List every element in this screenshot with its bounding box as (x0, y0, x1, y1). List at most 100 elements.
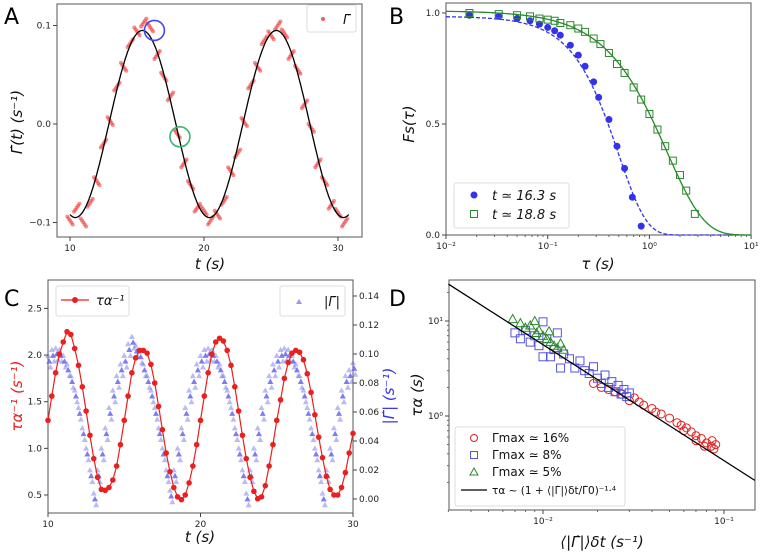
y-tick-label: 0.0 (37, 120, 52, 130)
data-point (590, 78, 598, 86)
data-point (231, 173, 236, 178)
data-point (338, 484, 345, 491)
data-point (345, 216, 350, 221)
data-point (66, 372, 73, 379)
data-point (113, 372, 120, 379)
data-point (297, 378, 304, 384)
data-point (157, 49, 162, 54)
legend-marker-dot (321, 17, 325, 21)
data-point (330, 424, 337, 431)
data-point (168, 493, 175, 499)
data-point (184, 416, 191, 422)
data-point (544, 23, 552, 31)
data-point (465, 9, 474, 17)
data-point (71, 387, 78, 393)
data-point (128, 333, 135, 339)
data-point (198, 358, 205, 364)
data-point (147, 387, 154, 393)
data-point (520, 322, 531, 332)
data-point (47, 364, 54, 370)
data-point (300, 387, 307, 393)
data-point (220, 372, 227, 379)
data-point (304, 404, 311, 411)
data-point (106, 484, 112, 491)
legend-label: τα⁻¹ (96, 294, 124, 309)
data-point (189, 372, 196, 379)
data-point (125, 393, 131, 399)
data-point (230, 416, 237, 422)
data-point (75, 404, 82, 411)
legend-marker-square (470, 210, 478, 218)
data-point (180, 436, 187, 442)
data-point (556, 18, 565, 27)
data-point (45, 417, 51, 424)
y-tick-label: 0.5 (426, 120, 440, 130)
data-point (201, 346, 208, 353)
panel-c-ylabel-left: τα⁻¹ (s⁻¹) (8, 360, 26, 431)
y-tick-label: 10⁰ (428, 412, 443, 422)
legend-label: |Γ̇| (324, 295, 340, 310)
data-point (90, 196, 95, 201)
data-point (581, 62, 589, 70)
data-point (341, 398, 348, 405)
data-point (114, 378, 121, 384)
data-point (347, 372, 354, 379)
data-point (545, 336, 556, 347)
data-point (97, 183, 102, 188)
data-point (556, 31, 564, 39)
data-point (305, 98, 310, 103)
data-point (240, 472, 247, 479)
data-point (70, 222, 75, 227)
data-point (320, 496, 327, 502)
data-point (158, 436, 165, 442)
data-point (129, 369, 135, 376)
x-tick-label: 10⁻¹ (714, 517, 734, 527)
data-point (335, 410, 342, 416)
data-point (144, 372, 151, 379)
data-point (661, 142, 670, 151)
data-point (145, 378, 152, 384)
legend-label: τα ~ (1 + ⟨|Γ̇|⟩δt/Γ̇0)⁻¹·⁴ (492, 485, 616, 497)
data-point (690, 209, 699, 218)
panel-d-legend: Γmax ≃ 16% Γmax ≃ 8% Γmax ≃ 5% τα ~ (1 +… (454, 426, 626, 507)
data-point (179, 430, 186, 437)
data-point (262, 387, 269, 393)
data-point (94, 474, 101, 481)
data-point (122, 358, 129, 364)
data-point (85, 456, 92, 463)
data-point (155, 403, 162, 410)
data-point (110, 477, 116, 483)
panel-b-xlabel: τ (s) (581, 255, 614, 273)
y-tick-label: 10¹ (428, 317, 443, 327)
data-point (224, 194, 229, 199)
data-point (294, 366, 301, 373)
panel-label-a: A (4, 5, 19, 30)
data-point (566, 41, 574, 49)
data-point (243, 455, 250, 462)
data-point (268, 384, 275, 390)
data-point (146, 384, 153, 390)
data-point (118, 366, 125, 373)
y-tick-label: 1.0 (426, 9, 441, 19)
data-point (99, 451, 106, 457)
data-point (203, 358, 210, 364)
data-point (193, 441, 200, 448)
data-point (278, 352, 285, 358)
data-point (531, 327, 542, 337)
data-point (589, 34, 598, 43)
data-point (645, 110, 654, 119)
data-point (507, 313, 519, 324)
data-point (619, 385, 629, 395)
data-point (682, 186, 691, 195)
data-point (709, 444, 719, 454)
data-point (187, 393, 194, 399)
panel-label-c: C (4, 287, 19, 312)
fit-curve (445, 10, 752, 236)
data-point (71, 345, 78, 352)
data-point (696, 433, 706, 443)
data-point (552, 328, 562, 338)
data-point (588, 362, 598, 372)
data-point (51, 358, 58, 364)
data-point (538, 317, 548, 327)
data-point (596, 40, 605, 49)
